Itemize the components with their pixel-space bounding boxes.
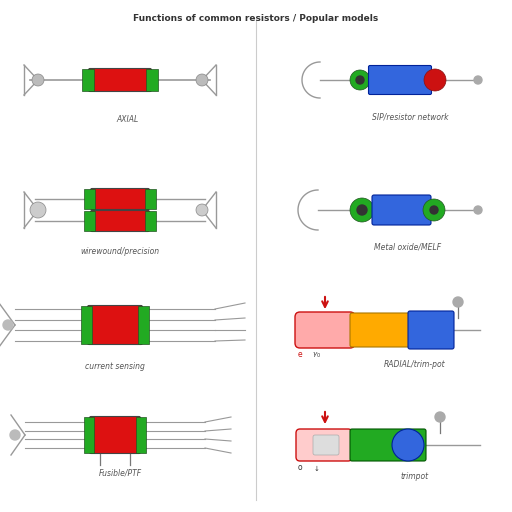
FancyBboxPatch shape: [350, 429, 426, 461]
Text: $\gamma_0$: $\gamma_0$: [312, 351, 321, 360]
Text: o: o: [298, 463, 303, 472]
Text: wirewound/precision: wirewound/precision: [80, 247, 160, 256]
Circle shape: [423, 199, 445, 221]
Circle shape: [30, 202, 46, 218]
FancyBboxPatch shape: [295, 312, 355, 348]
FancyBboxPatch shape: [313, 435, 339, 455]
FancyBboxPatch shape: [90, 416, 140, 454]
FancyBboxPatch shape: [369, 66, 432, 95]
Circle shape: [474, 76, 482, 84]
Text: Fusible/PTF: Fusible/PTF: [98, 468, 141, 477]
Circle shape: [3, 320, 13, 330]
Bar: [146, 69, 158, 91]
Circle shape: [356, 76, 364, 84]
Circle shape: [392, 429, 424, 461]
Circle shape: [196, 74, 208, 86]
Text: Functions of common resistors / Popular models: Functions of common resistors / Popular …: [133, 14, 379, 23]
Circle shape: [430, 206, 438, 214]
Text: AXIAL: AXIAL: [117, 115, 139, 124]
Circle shape: [424, 69, 446, 91]
FancyBboxPatch shape: [408, 311, 454, 349]
Circle shape: [435, 412, 445, 422]
Bar: [145, 211, 156, 231]
Bar: [138, 306, 149, 344]
Text: current sensing: current sensing: [85, 362, 145, 371]
Text: $\downarrow$: $\downarrow$: [312, 464, 320, 473]
Text: trimpot: trimpot: [401, 472, 429, 481]
Text: Metal oxide/MELF: Metal oxide/MELF: [374, 242, 441, 251]
FancyBboxPatch shape: [296, 429, 352, 461]
Circle shape: [196, 204, 208, 216]
FancyBboxPatch shape: [88, 306, 142, 345]
Bar: [84, 211, 95, 231]
Circle shape: [32, 74, 44, 86]
Circle shape: [474, 206, 482, 214]
FancyBboxPatch shape: [372, 195, 431, 225]
Bar: [84, 189, 95, 209]
FancyBboxPatch shape: [91, 210, 150, 231]
Text: SIP/resistor network: SIP/resistor network: [372, 113, 448, 122]
Text: e: e: [298, 350, 303, 359]
FancyBboxPatch shape: [350, 313, 439, 347]
Bar: [82, 69, 94, 91]
Circle shape: [357, 205, 367, 215]
Bar: [84, 417, 94, 453]
Circle shape: [10, 430, 20, 440]
Bar: [136, 417, 146, 453]
Text: RADIAL/trim-pot: RADIAL/trim-pot: [384, 360, 446, 369]
Bar: [145, 189, 156, 209]
Circle shape: [453, 297, 463, 307]
FancyBboxPatch shape: [91, 188, 150, 209]
FancyBboxPatch shape: [89, 69, 152, 92]
Circle shape: [350, 198, 374, 222]
Bar: [81, 306, 92, 344]
Circle shape: [350, 70, 370, 90]
